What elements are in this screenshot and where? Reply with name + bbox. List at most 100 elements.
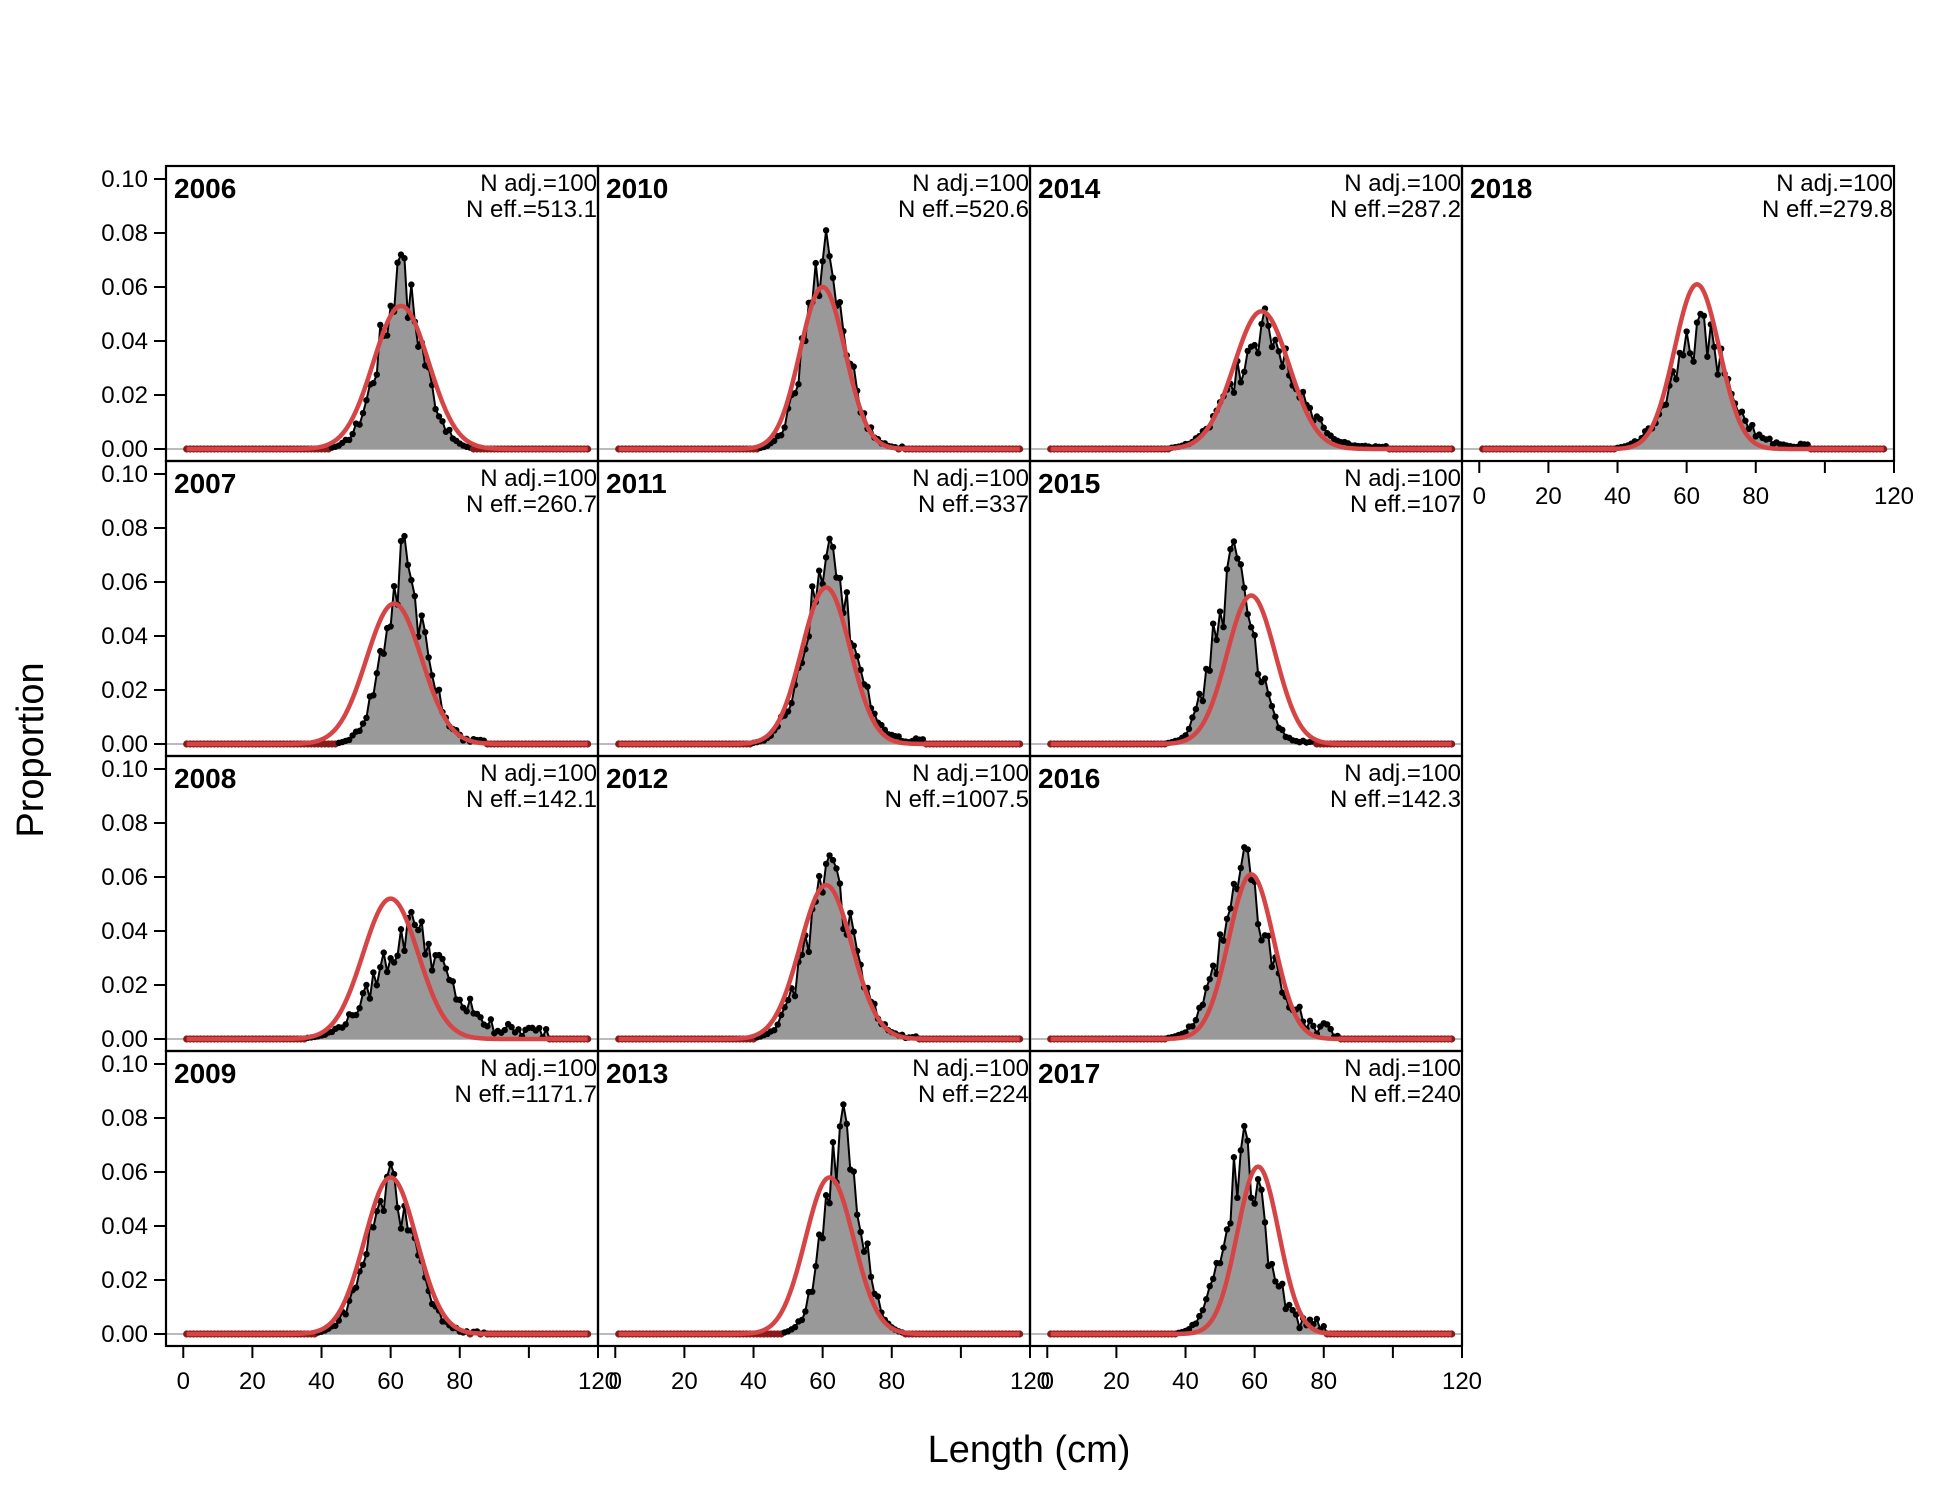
observed-point xyxy=(1261,1219,1269,1226)
observed-point xyxy=(1279,726,1286,734)
n-eff-label: N eff.=260.7 xyxy=(466,491,597,518)
observed-point xyxy=(380,949,387,956)
observed-point xyxy=(1258,1186,1265,1193)
y-tick-label: 0.00 xyxy=(101,1321,148,1348)
observed-point xyxy=(809,583,816,590)
y-tick-label: 0.06 xyxy=(101,1159,148,1186)
observed-point xyxy=(428,672,436,679)
observed-point xyxy=(822,227,830,234)
observed-point xyxy=(359,989,367,997)
observed-point xyxy=(798,1316,806,1324)
y-tick-label: 0.04 xyxy=(101,623,148,650)
observed-point xyxy=(1320,1323,1327,1330)
observed-point xyxy=(418,612,425,619)
observed-area xyxy=(186,1163,588,1334)
expected-line xyxy=(1050,593,1453,747)
observed-point xyxy=(864,683,871,690)
x-tick-label: 20 xyxy=(1103,1368,1130,1395)
n-adj-label: N adj.=100 xyxy=(480,170,597,197)
observed-point xyxy=(822,554,830,561)
observed-point xyxy=(1272,713,1279,720)
x-tick-label: 20 xyxy=(671,1368,698,1395)
observed-point xyxy=(1306,404,1314,412)
observed-point xyxy=(819,258,826,265)
observed-point xyxy=(1237,864,1245,872)
observed-point xyxy=(777,1011,785,1019)
observed-point xyxy=(822,860,830,868)
x-axis-title: Length (cm) xyxy=(928,1429,1131,1471)
observed-point xyxy=(439,418,446,425)
observed-point xyxy=(1700,312,1708,319)
observed-point xyxy=(857,1228,864,1236)
observed-point xyxy=(332,1322,339,1329)
x-tick-label: 40 xyxy=(1604,483,1631,510)
observed-point xyxy=(1227,1220,1234,1227)
y-tick-label: 0.08 xyxy=(101,515,148,542)
observed-point xyxy=(822,1192,830,1199)
observed-point xyxy=(1265,932,1272,939)
observed-point xyxy=(387,955,394,962)
observed-point xyxy=(777,431,785,439)
observed-point xyxy=(408,576,415,584)
observed-point xyxy=(840,1101,847,1108)
observed-point xyxy=(356,421,363,428)
observed-point xyxy=(1279,363,1286,370)
x-tick-label: 80 xyxy=(446,1368,473,1395)
observed-point xyxy=(1306,1316,1314,1323)
observed-point xyxy=(422,951,429,958)
observed-point xyxy=(1683,328,1690,335)
observed-point xyxy=(456,996,463,1004)
observed-point xyxy=(1254,1175,1262,1183)
year-label: 2007 xyxy=(174,468,236,499)
n-adj-label: N adj.=100 xyxy=(912,760,1029,787)
observed-point xyxy=(394,952,401,959)
observed-point xyxy=(397,926,405,933)
observed-point xyxy=(781,424,788,431)
year-label: 2018 xyxy=(1470,173,1532,204)
observed-point xyxy=(463,1008,470,1015)
observed-point xyxy=(829,274,837,282)
expected-line xyxy=(1482,282,1885,452)
observed-point xyxy=(1244,1137,1251,1144)
observed-point xyxy=(422,628,429,636)
observed-point xyxy=(1206,667,1213,674)
n-eff-label: N eff.=240 xyxy=(1350,1081,1461,1108)
observed-point xyxy=(1241,584,1248,591)
observed-point xyxy=(345,436,353,444)
n-eff-label: N eff.=520.6 xyxy=(898,196,1029,223)
observed-area xyxy=(1050,308,1452,449)
observed-point xyxy=(515,1026,522,1033)
observed-point xyxy=(425,654,432,661)
observed-point xyxy=(1185,725,1193,733)
n-adj-label: N adj.=100 xyxy=(1776,170,1893,197)
observed-point xyxy=(1272,336,1279,344)
observed-point xyxy=(1189,714,1196,721)
observed-point xyxy=(356,727,363,735)
x-tick-label: 60 xyxy=(809,1368,836,1395)
observed-point xyxy=(1192,1320,1200,1327)
y-tick-label: 0.08 xyxy=(101,1105,148,1132)
observed-point xyxy=(359,409,367,417)
observed-point xyxy=(370,379,377,387)
observed-point xyxy=(867,1273,875,1281)
observed-point xyxy=(1209,1275,1217,1283)
observed-point xyxy=(435,413,443,420)
observed-point xyxy=(373,982,381,989)
year-label: 2017 xyxy=(1038,1058,1100,1089)
observed-point xyxy=(373,670,381,677)
observed-point xyxy=(466,995,474,1003)
observed-point xyxy=(1206,975,1213,983)
observed-point xyxy=(1220,1244,1227,1251)
observed-point xyxy=(1199,1306,1207,1314)
x-tick-label: 60 xyxy=(377,1368,404,1395)
observed-point xyxy=(1192,1016,1200,1024)
n-adj-label: N adj.=100 xyxy=(1344,760,1461,787)
observed-point xyxy=(791,389,799,397)
